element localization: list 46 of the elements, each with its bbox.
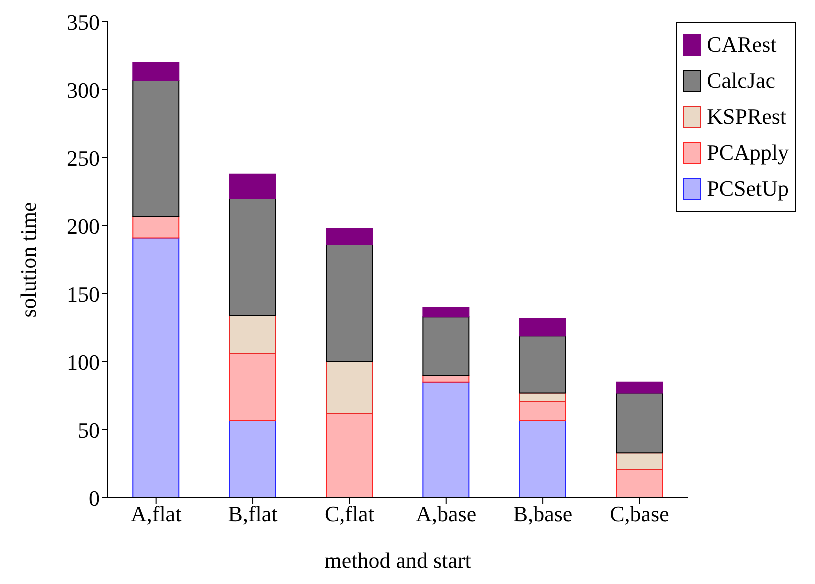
bar xyxy=(132,216,180,239)
x-tick-label: B,flat xyxy=(228,502,278,527)
bar xyxy=(132,238,180,498)
bar xyxy=(519,336,566,394)
bar xyxy=(229,174,276,200)
legend-label: PCApply xyxy=(707,140,789,166)
bar xyxy=(519,318,566,337)
x-tick-label: A,flat xyxy=(130,502,182,527)
bar xyxy=(229,315,276,354)
x-tick-label: B,base xyxy=(513,502,573,527)
y-tick-label: 300 xyxy=(67,78,100,103)
bar xyxy=(229,353,276,421)
y-axis-title: solution time xyxy=(16,202,41,318)
y-tick-label: 100 xyxy=(67,350,100,375)
bar xyxy=(132,80,180,217)
legend-label: CARest xyxy=(707,32,777,58)
y-tick-label: 250 xyxy=(67,146,100,171)
y-tick-label: 350 xyxy=(67,10,100,35)
x-axis-title: method and start xyxy=(324,548,472,573)
bar xyxy=(422,375,470,383)
bar xyxy=(326,228,373,246)
legend-label: KSPRest xyxy=(707,104,787,130)
y-tick-label: 50 xyxy=(78,418,100,443)
bar xyxy=(519,420,566,498)
bar xyxy=(326,362,373,414)
legend-label: CalcJac xyxy=(707,68,776,94)
y-tick-label: 200 xyxy=(67,214,100,239)
bar xyxy=(422,382,470,498)
bar xyxy=(422,307,470,318)
bar xyxy=(326,413,373,498)
bar xyxy=(616,452,664,470)
bar xyxy=(616,392,664,454)
bar xyxy=(422,316,470,376)
bar xyxy=(326,244,373,362)
x-tick-label: C,flat xyxy=(324,502,374,527)
bar xyxy=(519,400,566,421)
bar xyxy=(229,420,276,498)
bar xyxy=(132,62,180,81)
legend-label: PCSetUp xyxy=(707,176,789,202)
x-tick-label: C,base xyxy=(610,502,670,527)
bar xyxy=(616,382,664,394)
bar xyxy=(229,198,276,316)
y-tick-label: 0 xyxy=(89,486,100,511)
y-tick-label: 150 xyxy=(67,282,100,307)
x-tick-label: A,base xyxy=(416,502,477,527)
bar xyxy=(616,468,664,498)
